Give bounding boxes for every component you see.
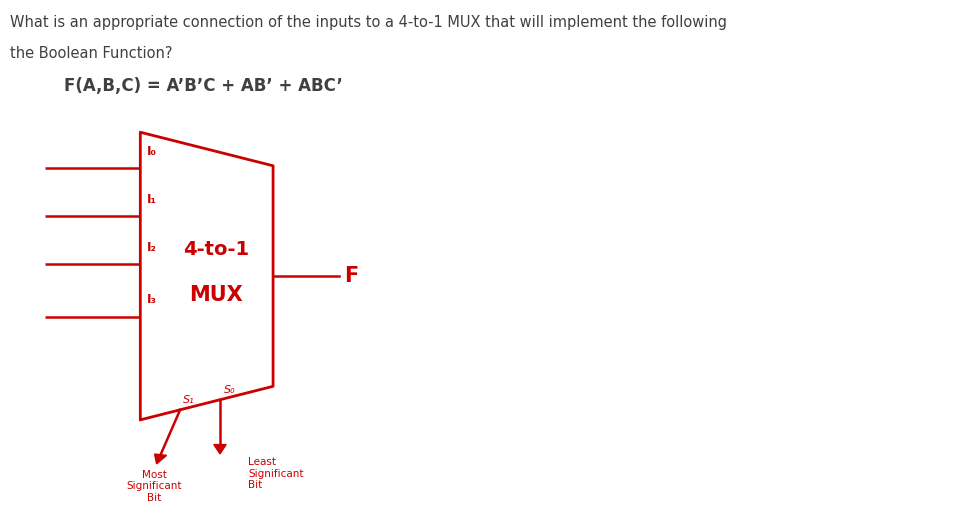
Text: Least
Significant
Bit: Least Significant Bit <box>248 457 304 490</box>
Text: the Boolean Function?: the Boolean Function? <box>10 46 172 61</box>
Text: I₀: I₀ <box>147 145 157 157</box>
Text: I₂: I₂ <box>147 240 156 253</box>
Text: F(A,B,C) = A’B’C + AB’ + ABC’: F(A,B,C) = A’B’C + AB’ + ABC’ <box>65 77 343 95</box>
Text: I₃: I₃ <box>147 293 157 306</box>
Text: 4-to-1: 4-to-1 <box>183 240 249 259</box>
Text: MUX: MUX <box>189 285 243 305</box>
Text: S₀: S₀ <box>224 385 235 395</box>
Polygon shape <box>154 454 167 464</box>
Text: What is an appropriate connection of the inputs to a 4-to-1 MUX that will implem: What is an appropriate connection of the… <box>10 15 726 30</box>
Text: S₁: S₁ <box>183 395 194 405</box>
Polygon shape <box>213 444 226 454</box>
Text: I₁: I₁ <box>147 193 157 206</box>
Text: F: F <box>344 266 358 286</box>
Text: Most
Significant
Bit: Most Significant Bit <box>127 470 182 503</box>
